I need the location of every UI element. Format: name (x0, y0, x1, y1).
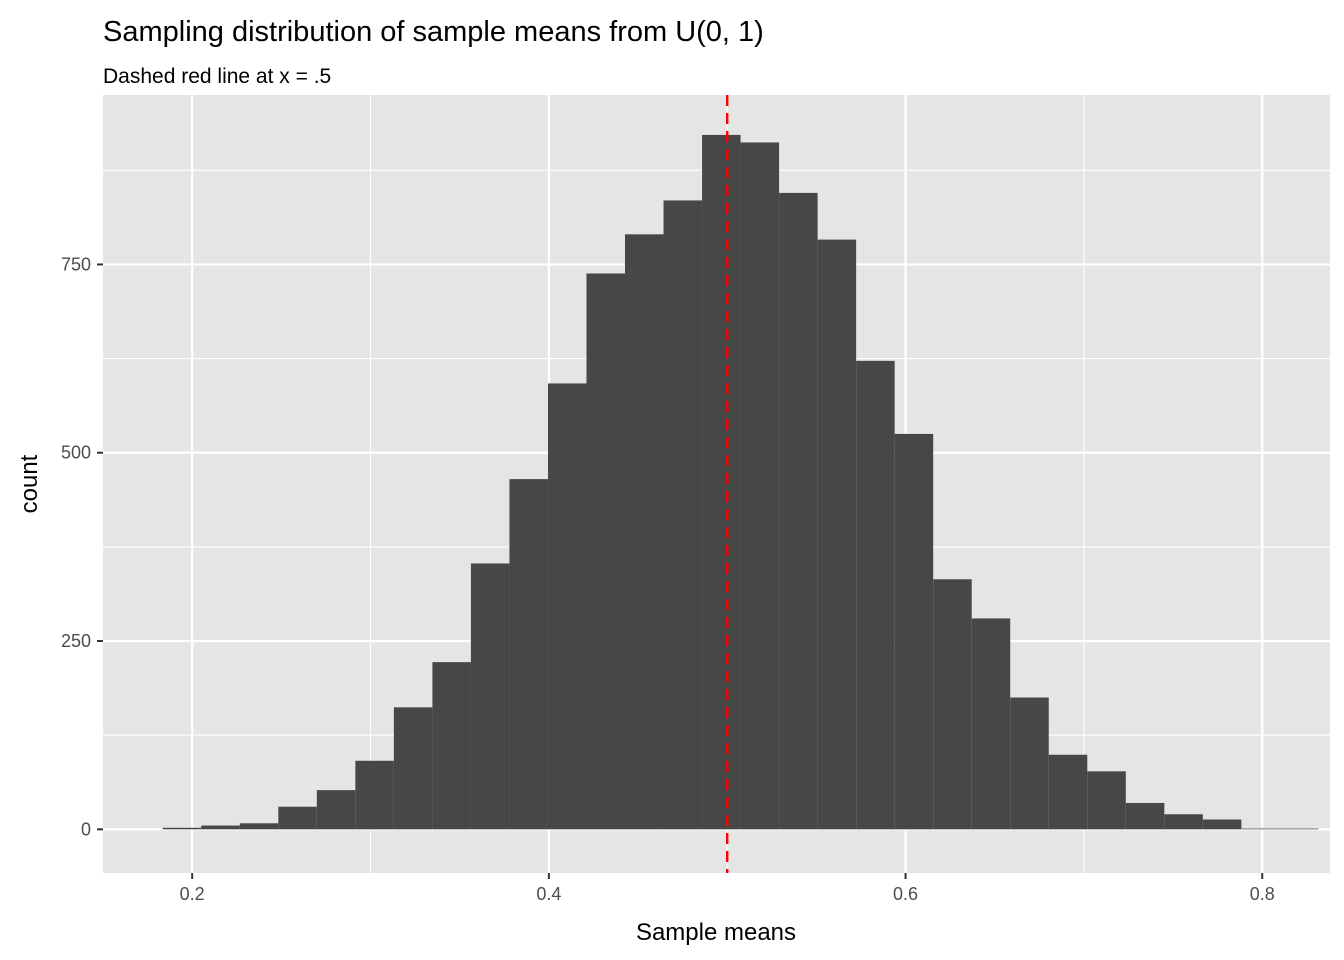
chart-title: Sampling distribution of sample means fr… (103, 16, 764, 48)
histogram-bar (1164, 814, 1203, 830)
x-tick-label: 0.6 (893, 884, 918, 904)
histogram-bar (1087, 771, 1126, 830)
y-axis-title: count (16, 454, 43, 513)
y-tick-label: 250 (61, 631, 91, 651)
histogram-bar (586, 273, 626, 830)
histogram-bar (779, 192, 818, 830)
histogram-bar (1010, 697, 1049, 830)
histogram-bar (355, 760, 394, 830)
histogram-bar (278, 806, 317, 830)
histogram-bar (817, 239, 857, 830)
histogram-bar (856, 360, 895, 830)
histogram-bar (702, 134, 741, 830)
histogram-bar (663, 200, 703, 830)
x-axis-title: Sample means (636, 919, 796, 946)
histogram-bar (432, 662, 471, 830)
histogram-bar (1202, 819, 1242, 830)
histogram-bar (201, 825, 240, 830)
axes: 0.2 0.4 0.6 0.8 0 250 500 750 (61, 254, 1275, 904)
y-tick-label: 0 (81, 819, 91, 839)
histogram-bar (470, 563, 510, 830)
histogram-bar (894, 433, 934, 830)
histogram-bar (547, 383, 587, 830)
histogram-bar (625, 234, 664, 830)
histogram-bar (316, 790, 356, 830)
x-tick-label: 0.4 (536, 884, 561, 904)
y-tick-label: 750 (61, 254, 91, 274)
histogram-bar (393, 707, 433, 830)
chart-subtitle: Dashed red line at x = .5 (103, 65, 331, 88)
histogram-bar (509, 479, 548, 830)
x-tick-label: 0.2 (180, 884, 205, 904)
y-tick-label: 500 (61, 443, 91, 463)
histogram-bar (239, 823, 279, 830)
histogram-bar (740, 142, 780, 830)
histogram-bars (162, 134, 1319, 830)
histogram-bar (933, 579, 972, 830)
histogram-bar (971, 618, 1011, 830)
histogram-bar (162, 827, 202, 830)
histogram-bar (1241, 828, 1280, 830)
x-tick-label: 0.8 (1250, 884, 1275, 904)
histogram-bar (1125, 802, 1165, 830)
histogram-bar (1048, 754, 1088, 830)
histogram-bar (1279, 828, 1319, 830)
